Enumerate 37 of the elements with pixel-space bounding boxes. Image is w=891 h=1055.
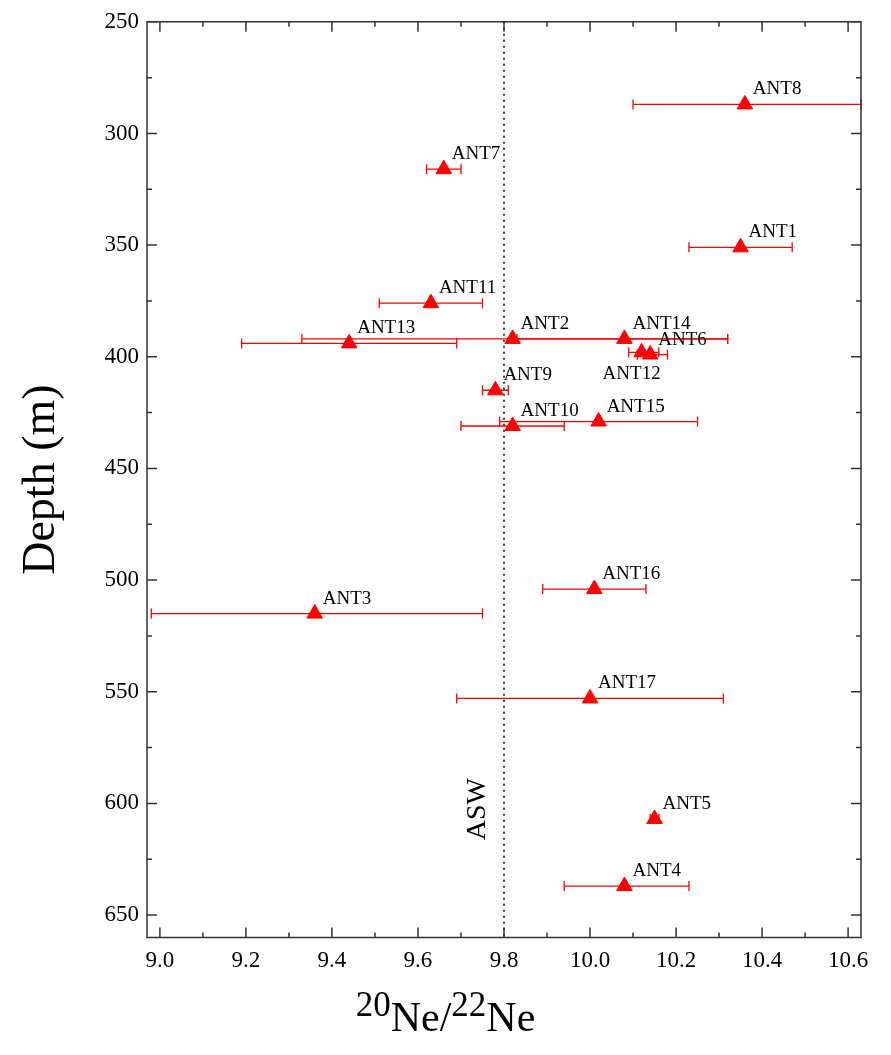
y-tick-label: 250 <box>104 7 139 33</box>
x-tick-label: 9.4 <box>317 947 347 973</box>
y-tick-label: 600 <box>104 789 139 815</box>
annotation: ANT16 <box>602 562 661 584</box>
y-tick-label: 550 <box>104 677 139 703</box>
annotation: ANT4 <box>632 859 682 881</box>
annotation: ANT10 <box>520 399 579 420</box>
x-tick-label: 10.6 <box>827 947 869 973</box>
annotation: ANT7 <box>451 142 501 164</box>
x-tick-label: 9.6 <box>403 947 433 973</box>
annotation: ANT2 <box>520 311 570 333</box>
annotation: ANT8 <box>752 77 802 99</box>
x-axis-title: $^{20}$Ne/$^{22}$Ne <box>354 985 537 1041</box>
y-tick-label: 300 <box>104 119 139 145</box>
x-tick-label: 10.0 <box>569 947 611 973</box>
y-tick-label: 350 <box>104 231 139 257</box>
y-tick-label: 650 <box>104 901 139 927</box>
annotation: ANT15 <box>606 394 665 416</box>
x-tick-label: 9.0 <box>145 947 175 973</box>
annotation: ANT12 <box>602 362 661 384</box>
x-tick-label: 9.2 <box>231 947 261 973</box>
annotation: ANT13 <box>357 316 416 338</box>
y-tick-label: 450 <box>104 454 139 480</box>
annotation: ANT17 <box>598 671 657 693</box>
y-tick-label: 400 <box>104 342 139 368</box>
annotation: ANT5 <box>662 792 712 814</box>
y-tick-label: 500 <box>104 566 139 592</box>
y-axis-title: Depth (m) <box>12 384 64 575</box>
annotation: ANT1 <box>748 220 798 242</box>
annotation: ANT14 <box>632 311 691 333</box>
x-tick-label: 9.8 <box>489 947 519 973</box>
annotation: ANT11 <box>438 276 497 298</box>
ref-line-label: ASW <box>460 777 492 841</box>
annotation: ANT3 <box>322 586 372 608</box>
annotation: ANT9 <box>503 363 552 385</box>
x-tick-label: 10.4 <box>741 947 783 973</box>
x-tick-label: 10.2 <box>655 947 697 973</box>
